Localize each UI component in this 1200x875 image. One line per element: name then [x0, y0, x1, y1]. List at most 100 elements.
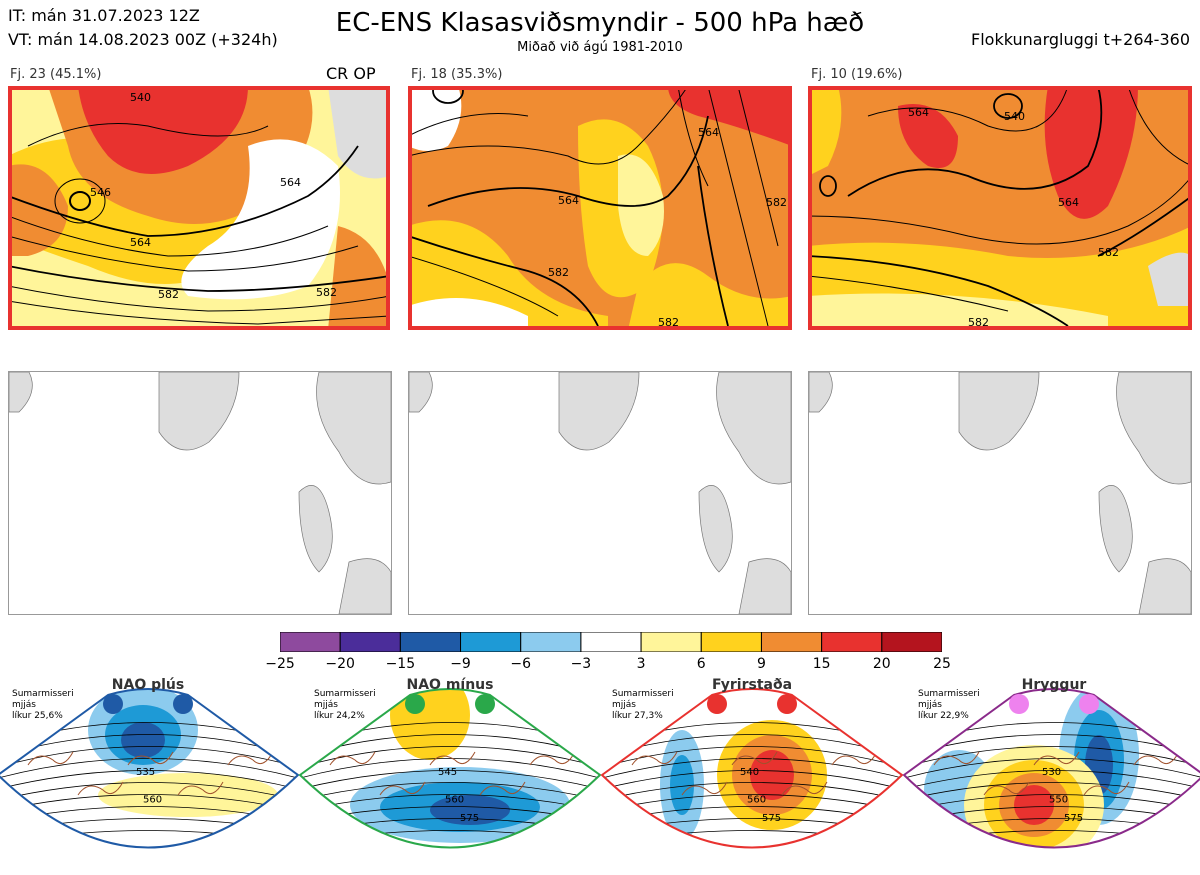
regime-frame [600, 688, 904, 849]
coastline [227, 751, 274, 766]
regime-frame [902, 688, 1200, 849]
height-contour [904, 782, 1200, 801]
height-contour [904, 770, 1200, 790]
contour-label: 564 [1058, 196, 1079, 209]
regime-1-title: NAO plús [111, 677, 185, 693]
regime-3-title: Fyrirstaða [711, 677, 793, 693]
contour-label: 546 [90, 186, 111, 199]
height-contour [602, 794, 902, 812]
colorbar-swatch [520, 631, 582, 653]
contour-label: 582 [548, 266, 569, 279]
regime-dot [173, 694, 193, 714]
panel-1-label: Fj. 23 (45.1%) [10, 67, 102, 82]
panel-3-label: Fj. 10 (19.6%) [811, 67, 903, 82]
colorbar-tick-label: −6 [510, 656, 532, 672]
colorbar-tick-label: −15 [385, 656, 416, 672]
coastline [529, 751, 576, 766]
colorbar-swatch [339, 631, 401, 653]
contour-label: 582 [158, 288, 179, 301]
regime-contour-label: 530 [1042, 767, 1061, 778]
regime-contour-label: 550 [1049, 795, 1068, 806]
height-contour [300, 746, 600, 768]
empty-map-2 [408, 371, 792, 615]
regime-1-map: 535 560 [0, 688, 300, 849]
coastline [329, 751, 376, 766]
regime-4-map: 530 550 575 [902, 688, 1200, 849]
regime-dot [777, 694, 797, 714]
contour-label: 564 [558, 194, 579, 207]
colorbar-tick-label: −25 [265, 656, 295, 672]
coastline [1133, 751, 1180, 766]
colorbar-swatch [279, 631, 341, 653]
regime-dot [1079, 694, 1099, 714]
coastline [1033, 751, 1080, 766]
height-contour [0, 770, 298, 790]
coastline [731, 751, 778, 766]
height-contour [602, 782, 902, 801]
regime-4-meta: Sumarmisseri mjjás líkur 22,9% [918, 689, 980, 721]
height-contour [0, 782, 298, 801]
height-contour [300, 782, 600, 801]
regime-contour-label: 540 [740, 767, 759, 778]
colorbar [279, 631, 943, 653]
colorbar-tick-label: 6 [696, 656, 706, 672]
height-contour [300, 770, 600, 790]
colorbar-tick-label: 3 [636, 656, 646, 672]
colorbar-swatch [881, 631, 943, 653]
colorbar-swatch [700, 631, 762, 653]
regime-frame [0, 688, 300, 849]
initial-time: IT: mán 31.07.2023 12Z [8, 6, 200, 25]
height-contour [300, 794, 600, 812]
regime-dot [707, 694, 727, 714]
contour-label: 540 [130, 91, 151, 104]
anomaly-area [121, 722, 165, 758]
colorbar-swatch [399, 631, 462, 653]
page-title: EC-ENS Klasasviðsmyndir - 500 hPa hæð [335, 8, 865, 38]
colorbar-swatch [460, 631, 522, 653]
coastline [379, 781, 426, 796]
regime-contour-label: 575 [1064, 813, 1083, 824]
colorbar-swatch [580, 631, 642, 653]
anomaly-area [670, 755, 694, 815]
contour-label: 582 [1098, 246, 1119, 259]
panel-1-tag: CR OP [326, 64, 376, 83]
cluster-map-2: 564 564 582 582 582 [408, 86, 792, 330]
height-contour [602, 830, 902, 845]
contour-label: 564 [280, 176, 301, 189]
regime-3-meta: Sumarmisseri mjjás líkur 27,3% [612, 689, 674, 721]
colorbar-swatch [821, 631, 883, 653]
height-contour [300, 758, 600, 779]
classification-window: Flokkunarglugg​i t+264-360 [971, 30, 1190, 49]
panel-2-label: Fj. 18 (35.3%) [411, 67, 503, 82]
regime-dot [405, 694, 425, 714]
cluster-map-1: 546 564 582 540 564 582 [8, 86, 390, 330]
regime-contour-label: 545 [438, 767, 457, 778]
contour-label: 540 [1004, 110, 1025, 123]
height-contour [904, 794, 1200, 812]
coastline [831, 751, 878, 766]
coastline [631, 751, 678, 766]
valid-time: VT: mán 14.08.2023 00Z (+324h) [8, 30, 278, 49]
colorbar-swatch [640, 631, 702, 653]
regime-2-map: 545 560 575 [298, 688, 602, 849]
coastline [983, 781, 1030, 796]
regime-frame [298, 688, 602, 849]
height-contour [0, 746, 298, 768]
regime-contour-label: 535 [136, 767, 155, 778]
coastline [77, 781, 124, 796]
regime-contour-label: 560 [143, 795, 162, 806]
colorbar-tick-label: 15 [812, 656, 831, 672]
coastline [479, 781, 526, 796]
regime-1-meta: Sumarmisseri mjjás líkur 25,6% [12, 689, 74, 721]
coastline [27, 751, 74, 766]
contour-label: 564 [698, 126, 719, 139]
coastline [681, 781, 728, 796]
contour-label: 582 [658, 316, 679, 329]
contour-label: 582 [968, 316, 989, 329]
coastline [177, 781, 224, 796]
contour-label: 564 [908, 106, 929, 119]
colorbar-tick-label: −3 [570, 656, 592, 672]
regime-contour-label: 560 [747, 795, 766, 806]
colorbar-tick-label: −9 [450, 656, 471, 672]
cluster-map-3: 540 564 564 582 582 [808, 86, 1192, 330]
